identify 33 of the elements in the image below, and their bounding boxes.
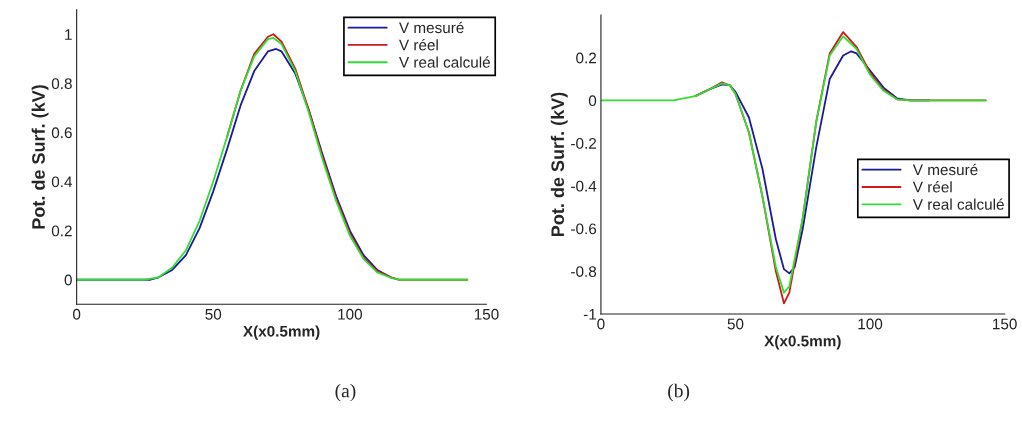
y-tick-label: 1 xyxy=(65,29,72,40)
x-tick-label: 0 xyxy=(597,318,605,330)
legend-label: V mesuré xyxy=(912,163,978,176)
y-tick-label: 0.8 xyxy=(51,78,72,90)
x-axis-title: X(x0.5mm) xyxy=(243,325,320,340)
y-tick-label: 0 xyxy=(64,274,72,286)
legend-label: V réel xyxy=(399,39,438,51)
x-tick-label: 50 xyxy=(205,308,222,320)
y-axis-title: Pot. de Surf. (kV) xyxy=(31,85,49,229)
x-tick-label: 0 xyxy=(73,308,81,320)
y-tick-label: -1 xyxy=(583,309,597,320)
y-tick-label: 0 xyxy=(588,95,597,107)
legend-label: V mesuré xyxy=(399,21,464,34)
legend-label: V real calculé xyxy=(399,56,490,68)
y-tick-label: 0.2 xyxy=(51,225,72,237)
text: (b) xyxy=(668,383,690,402)
y-axis-title: Pot. de Surf. (kV) xyxy=(550,92,568,237)
y-tick-label: 0.2 xyxy=(576,52,596,64)
y-tick-label: 0.6 xyxy=(51,127,72,139)
y-tick-label: 0.4 xyxy=(51,176,73,188)
x-tick-label: 150 xyxy=(993,318,1017,330)
y-tick-label: -0.8 xyxy=(571,266,597,277)
x-tick-label: 50 xyxy=(727,318,744,330)
text: (a) xyxy=(335,383,356,402)
legend-label: V réel xyxy=(912,181,952,193)
x-tick-label: 150 xyxy=(474,308,499,320)
y-tick-label: -0.6 xyxy=(571,223,597,235)
x-tick-label: 100 xyxy=(338,308,363,320)
legend-label: V real calculé xyxy=(912,198,1004,210)
x-tick-label: 100 xyxy=(858,318,883,330)
y-tick-label: -0.2 xyxy=(571,138,596,149)
y-tick-label: -0.4 xyxy=(571,180,597,192)
x-axis-title: X(x0.5mm) xyxy=(764,335,841,350)
